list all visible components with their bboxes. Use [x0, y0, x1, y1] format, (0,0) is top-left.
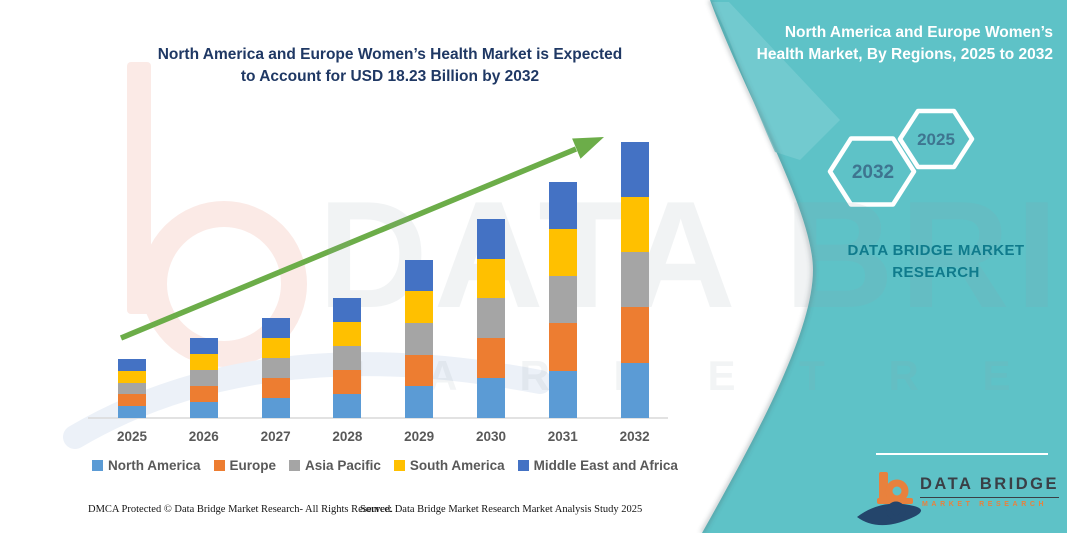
legend-swatch-icon — [517, 460, 529, 471]
bar-segment-europe-2025 — [118, 394, 146, 407]
bar-segment-south-america-2031 — [548, 228, 577, 277]
bar-segment-middle-east-and-africa-2029 — [405, 259, 434, 292]
legend-item-asia-pacific: Asia Pacific — [289, 458, 381, 473]
bar-segment-south-america-2032 — [620, 196, 649, 253]
hexagon-2025-label: 2025 — [917, 130, 955, 149]
legend-item-europe: Europe — [213, 458, 277, 473]
bar-segment-middle-east-and-africa-2025 — [118, 358, 146, 371]
bar-segment-europe-2031 — [548, 323, 577, 371]
legend-label: North America — [108, 458, 201, 473]
bar-segment-middle-east-and-africa-2026 — [189, 337, 218, 354]
bar-segment-south-america-2029 — [405, 291, 434, 323]
bar-segment-middle-east-and-africa-2028 — [333, 297, 362, 322]
bar-segment-south-america-2026 — [189, 353, 218, 370]
bar-segment-asia-pacific-2030 — [477, 298, 505, 339]
legend-swatch-icon — [393, 460, 405, 471]
x-axis-label-2032: 2032 — [619, 429, 650, 444]
bar-segment-europe-2026 — [189, 385, 218, 402]
bar-segment-north-america-2026 — [189, 401, 218, 418]
hexagon-2032-icon — [827, 136, 917, 207]
bar-segment-asia-pacific-2025 — [118, 382, 146, 395]
legend-label: Asia Pacific — [305, 458, 381, 473]
bar-segment-south-america-2027 — [261, 338, 290, 358]
x-axis-label-2030: 2030 — [475, 429, 507, 444]
dbmr-logo-icon — [857, 472, 922, 526]
legend-swatch-icon — [92, 460, 103, 471]
bar-segment-north-america-2028 — [333, 393, 362, 418]
x-axis-label-2027: 2027 — [260, 429, 291, 444]
bar-segment-asia-pacific-2028 — [333, 345, 362, 370]
x-axis-label-2026: 2026 — [188, 429, 219, 444]
bar-segment-europe-2029 — [405, 354, 434, 387]
bar-segment-europe-2030 — [477, 338, 505, 379]
x-axis-label-2031: 2031 — [547, 429, 578, 444]
logo-brand-text: DATA BRIDGE — [920, 475, 1060, 498]
bar-segment-asia-pacific-2027 — [261, 358, 290, 378]
bar-segment-asia-pacific-2026 — [189, 369, 218, 386]
bar-segment-south-america-2025 — [118, 370, 146, 383]
bar-segment-europe-2032 — [620, 307, 649, 363]
bar-segment-north-america-2032 — [620, 362, 649, 418]
bar-segment-asia-pacific-2032 — [620, 252, 649, 308]
hexagon-2025-icon — [897, 108, 975, 170]
bar-segment-south-america-2030 — [477, 258, 505, 299]
legend-item-north-america: North America — [92, 458, 201, 473]
x-axis-label-2025: 2025 — [116, 429, 148, 444]
trend-arrow-icon — [119, 137, 604, 341]
bar-segment-north-america-2027 — [261, 398, 290, 418]
bar-segment-south-america-2028 — [333, 321, 362, 346]
legend-item-middle-east-and-africa: Middle East and Africa — [517, 458, 678, 473]
legend-item-south-america: South America — [393, 458, 505, 473]
chart-title: North America and Europe Women’s Health … — [58, 44, 722, 88]
bar-segment-north-america-2025 — [118, 406, 146, 418]
footer-dmca: DMCA Protected © Data Bridge Market Rese… — [88, 504, 393, 515]
legend-swatch-icon — [289, 460, 301, 471]
bar-segment-north-america-2031 — [548, 370, 577, 418]
legend-label: South America — [409, 458, 505, 473]
chart-title-line2: to Account for USD 18.23 Billion by 2032 — [240, 68, 540, 85]
footer-source: Source: Data Bridge Market Research Mark… — [360, 504, 643, 515]
chart-legend: North America Europe Asia Pacific South Ame… — [92, 458, 678, 473]
watermark-text-large: DATA BRI — [318, 170, 1064, 340]
bar-segment-north-america-2030 — [477, 378, 505, 418]
bar-segment-north-america-2029 — [405, 386, 434, 418]
bar-segment-asia-pacific-2029 — [405, 323, 434, 355]
x-axis-label-2029: 2029 — [404, 429, 435, 444]
bar-segment-europe-2027 — [261, 378, 290, 398]
watermark-text-spaced: M A R K E T R E S E A R C H — [330, 352, 1067, 399]
panel-brand-line2: RESEARCH — [892, 264, 980, 281]
legend-swatch-icon — [213, 460, 225, 471]
panel-title: North America and Europe Women’s Health … — [756, 24, 1053, 63]
legend-label: Middle East and Africa — [533, 458, 678, 473]
bar-segment-middle-east-and-africa-2031 — [548, 181, 577, 229]
hexagon-2032-label: 2032 — [851, 162, 895, 183]
bar-segment-asia-pacific-2031 — [548, 276, 577, 324]
x-axis-label-2028: 2028 — [332, 429, 363, 444]
logo-tagline-text: MARKET RESEARCH — [922, 501, 1048, 508]
bar-segment-middle-east-and-africa-2032 — [620, 141, 649, 197]
legend-label: Europe — [229, 458, 277, 473]
teal-panel-shape — [700, 0, 1067, 533]
bar-segment-middle-east-and-africa-2027 — [261, 318, 290, 338]
panel-brand-text: DATA BRIDGE MARKET RESEARCH — [818, 240, 1054, 284]
chart-title-line1: North America and Europe Women’s Health … — [157, 46, 623, 63]
bar-segment-europe-2028 — [333, 369, 362, 394]
panel-brand-line1: DATA BRIDGE MARKET — [847, 242, 1025, 259]
bar-segment-middle-east-and-africa-2030 — [477, 218, 505, 259]
